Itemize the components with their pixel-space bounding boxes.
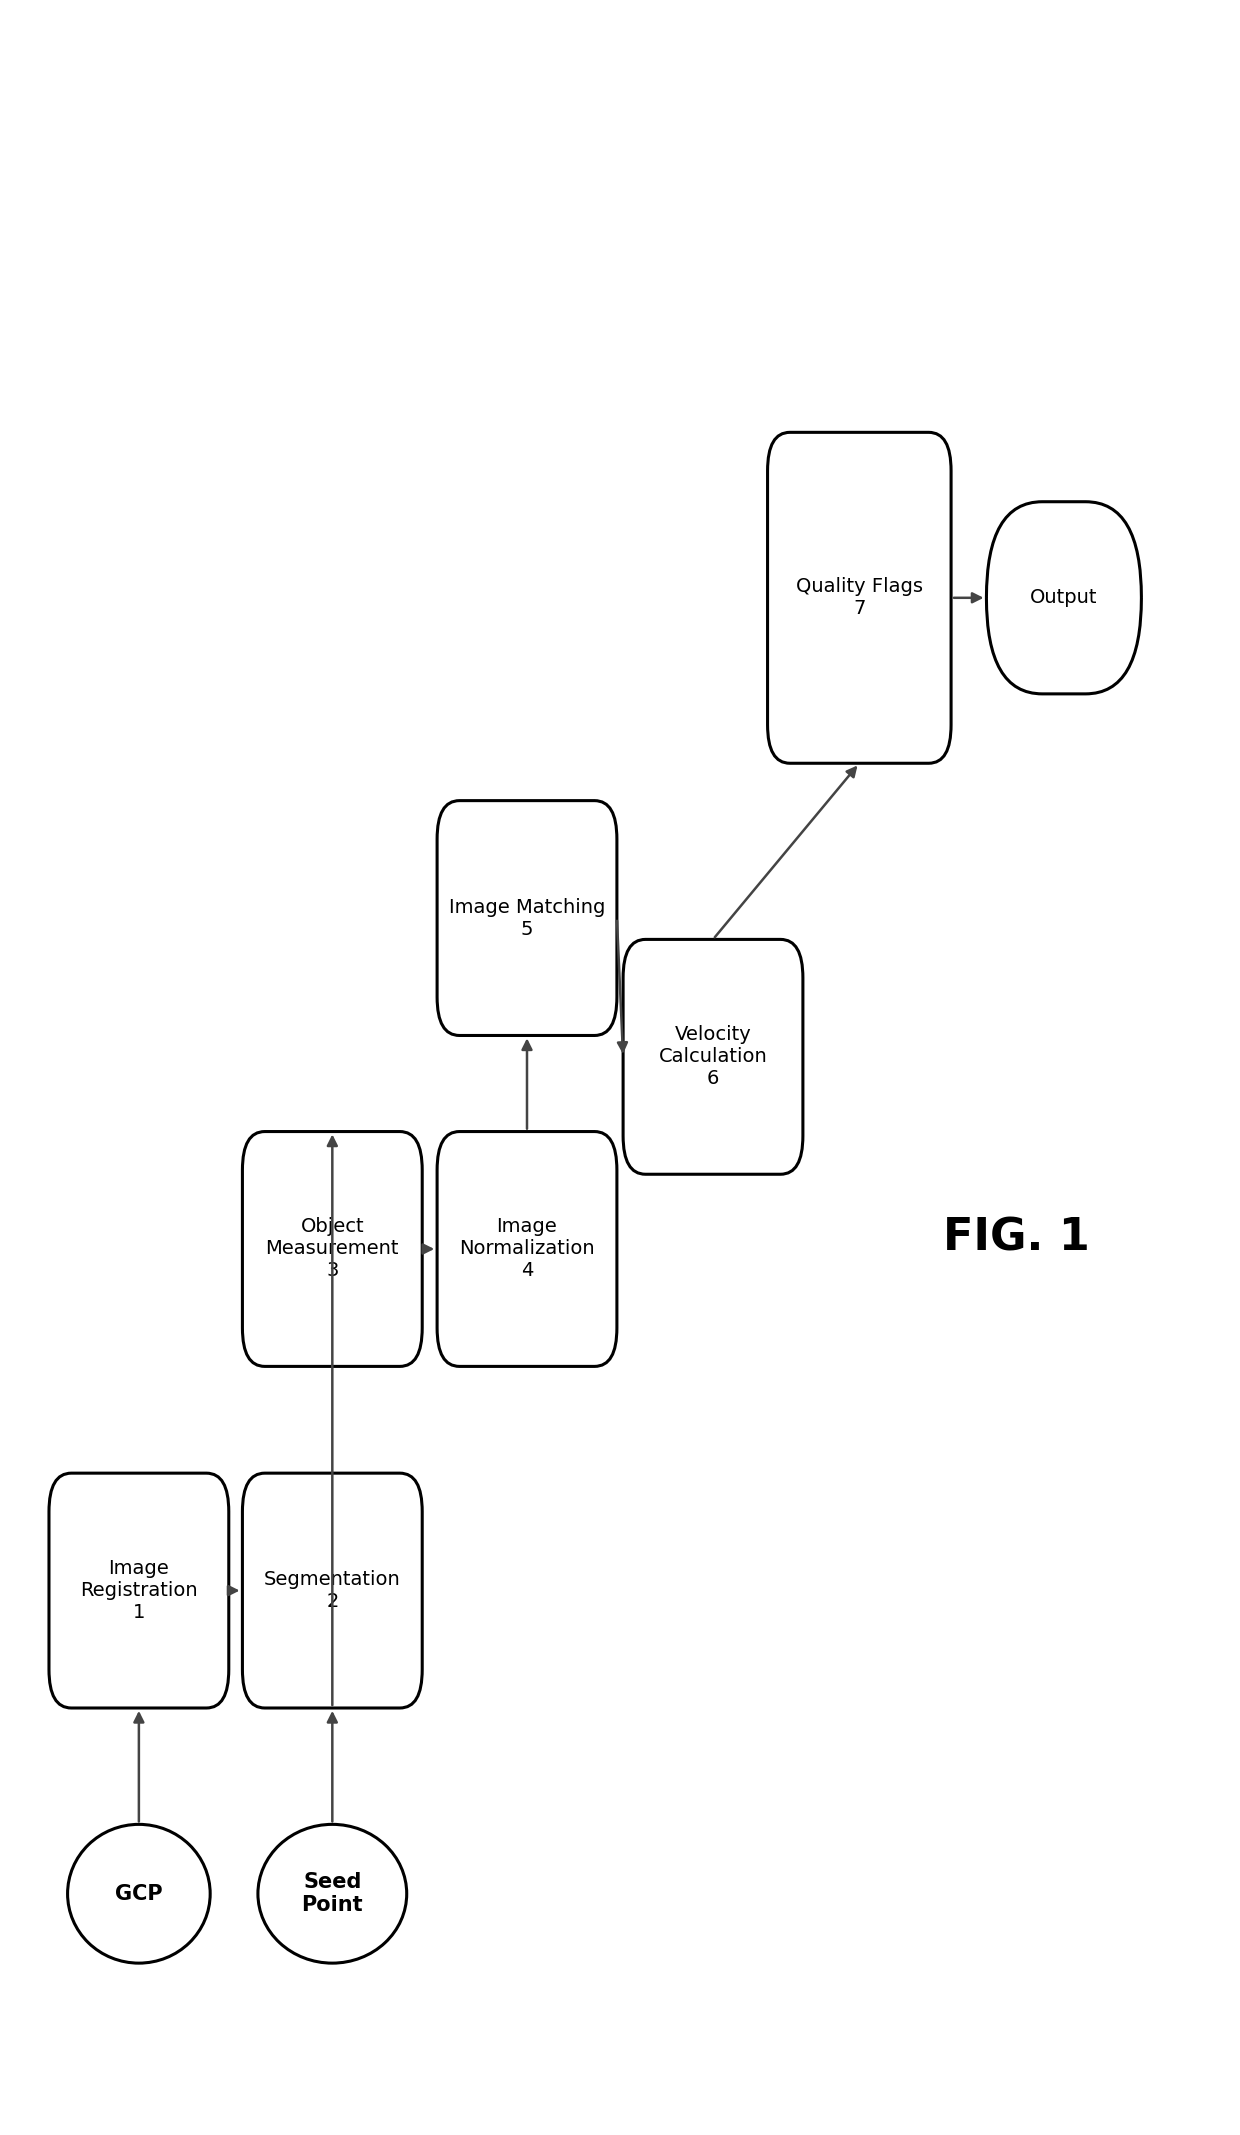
Text: Output: Output xyxy=(1030,589,1097,606)
Text: Image
Normalization
4: Image Normalization 4 xyxy=(459,1217,595,1281)
Text: Quality Flags
7: Quality Flags 7 xyxy=(796,576,923,619)
Text: Image Matching
5: Image Matching 5 xyxy=(449,897,605,939)
Text: Image
Registration
1: Image Registration 1 xyxy=(81,1559,197,1623)
Ellipse shape xyxy=(258,1823,407,1964)
FancyBboxPatch shape xyxy=(436,1132,618,1366)
Text: FIG. 1: FIG. 1 xyxy=(944,1217,1090,1260)
Ellipse shape xyxy=(67,1823,211,1964)
FancyBboxPatch shape xyxy=(243,1473,422,1708)
FancyBboxPatch shape xyxy=(50,1473,228,1708)
FancyBboxPatch shape xyxy=(622,939,804,1174)
Text: Object
Measurement
3: Object Measurement 3 xyxy=(265,1217,399,1281)
Text: Seed
Point: Seed Point xyxy=(301,1872,363,1915)
FancyBboxPatch shape xyxy=(436,801,618,1035)
Text: Velocity
Calculation
6: Velocity Calculation 6 xyxy=(658,1025,768,1089)
FancyBboxPatch shape xyxy=(768,431,951,764)
FancyBboxPatch shape xyxy=(243,1132,422,1366)
Text: GCP: GCP xyxy=(115,1883,162,1904)
FancyBboxPatch shape xyxy=(987,502,1142,694)
Text: Segmentation
2: Segmentation 2 xyxy=(264,1569,401,1612)
